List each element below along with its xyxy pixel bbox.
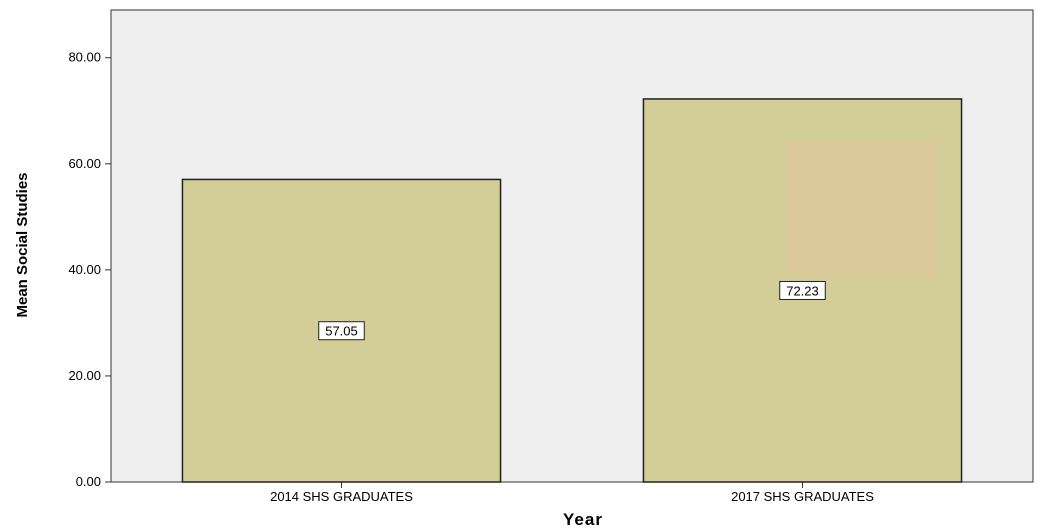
y-tick-label: 40.00 <box>68 262 101 277</box>
x-tick-label: 2017 SHS GRADUATES <box>731 489 874 504</box>
y-tick-label: 20.00 <box>68 368 101 383</box>
data-label-box <box>318 321 365 341</box>
data-label-box <box>779 280 826 300</box>
x-axis-title: Year <box>563 510 603 529</box>
y-axis-title: Mean Social Studies <box>14 172 31 317</box>
data-label: 72.23 <box>786 283 819 298</box>
y-tick-label: 80.00 <box>68 50 101 65</box>
bar-highlight-patch <box>786 141 937 276</box>
y-tick-label: 0.00 <box>76 474 101 489</box>
y-tick-label: 60.00 <box>68 156 101 171</box>
y-axis: 0.00 20.00 40.00 60.00 80.00 <box>68 50 111 489</box>
bars-layer: 57.05 72.23 <box>181 98 963 483</box>
data-label: 57.05 <box>325 324 358 339</box>
x-axis: 2014 SHS GRADUATES 2017 SHS GRADUATES <box>270 482 874 504</box>
x-tick-label: 2014 SHS GRADUATES <box>270 489 413 504</box>
